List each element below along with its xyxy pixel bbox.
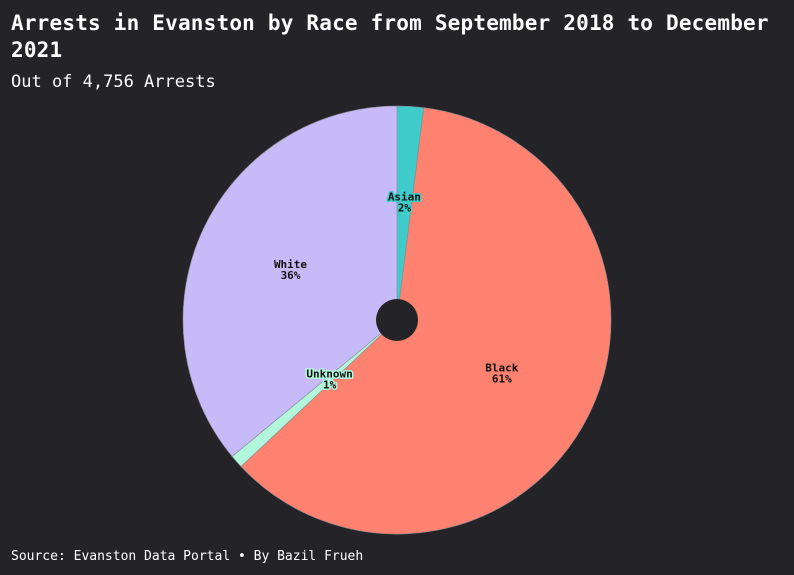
slice-category-white: White (274, 258, 307, 271)
slice-label-unknown: Unknown 1% (306, 367, 352, 391)
pie-labels: Asian 2% Black 61% Unknown 1% White 36% (272, 189, 520, 393)
slice-value-black: 61% (492, 372, 512, 385)
pie-slices (182, 105, 612, 535)
source-credit: Source: Evanston Data Portal • By Bazil … (11, 549, 364, 564)
slice-value-unknown: 1% (323, 378, 337, 391)
slice-value-asian: 2% (398, 202, 412, 215)
pie-slice-white (182, 105, 398, 457)
slice-category-black: Black (485, 361, 518, 374)
chart-subtitle: Out of 4,756 Arrests (11, 72, 216, 92)
slice-category-unknown: Unknown (306, 367, 352, 380)
slice-label-black: Black 61% (485, 361, 518, 385)
slice-label-white: White 36% (274, 258, 307, 282)
pie-slice-black (240, 107, 612, 535)
slice-label-asian: Asian 2% (388, 191, 421, 215)
chart-title: Arrests in Evanston by Race from Septemb… (11, 11, 769, 62)
slice-value-white: 36% (281, 269, 301, 282)
pie-center-hole (376, 299, 418, 341)
slice-category-asian: Asian (388, 191, 421, 204)
